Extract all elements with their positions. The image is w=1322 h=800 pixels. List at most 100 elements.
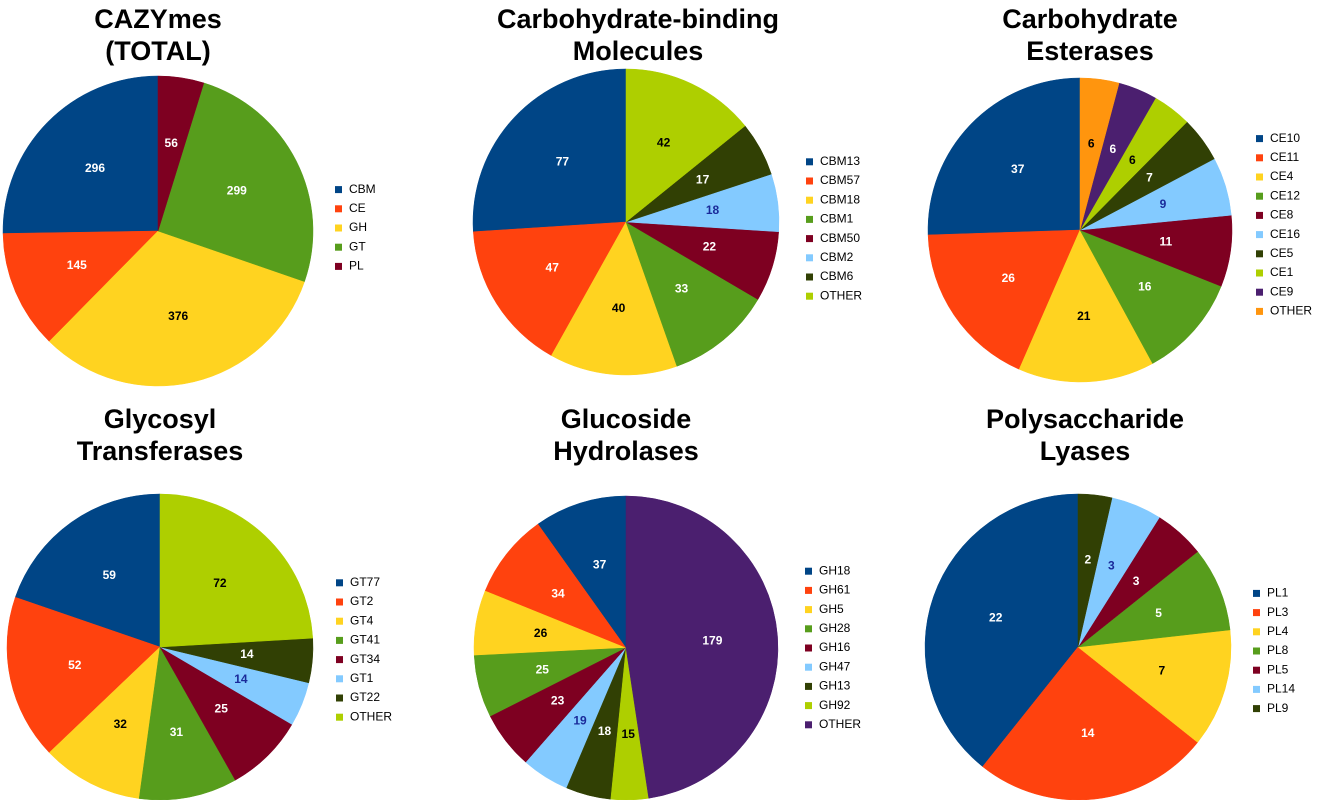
legend-swatch: [806, 177, 813, 185]
slice-value-label-gt: 299: [227, 183, 247, 197]
legend-label: GT22: [350, 690, 380, 704]
chart-title-line: Lyases: [1040, 436, 1131, 466]
legend-swatch: [1256, 288, 1263, 296]
slice-value-label-pl5: 3: [1133, 574, 1140, 588]
legend-item-gt41: GT41: [336, 633, 380, 647]
pie-slice-gh61: [484, 523, 627, 649]
legend-swatch: [1253, 666, 1260, 674]
pie-slice-other: [1079, 77, 1120, 231]
legend-item-gt2: GT2: [336, 594, 374, 608]
legend-item-ce11: CE11: [1256, 150, 1299, 164]
slice-value-label-ce12: 16: [1138, 280, 1152, 294]
legend-label: CBM18: [820, 192, 860, 206]
slice-value-label-pl9: 2: [1084, 552, 1091, 566]
legend: GT77 GT2 GT4 GT41 GT34 GT1 GT22 OTHER: [336, 575, 392, 723]
slice-value-label-ce4: 21: [1077, 309, 1091, 323]
legend-swatch: [1256, 250, 1263, 258]
legend-swatch: [335, 243, 342, 251]
legend-swatch: [336, 579, 343, 587]
slice-value-label-ce5: 7: [1146, 170, 1153, 184]
legend-label: CE9: [1270, 284, 1294, 298]
legend-item-ce: CE: [335, 201, 366, 215]
chart-title: Glucoside Hydrolases: [553, 404, 699, 466]
legend-item-ce1: CE1: [1256, 265, 1294, 279]
legend-item-gh47: GH47: [805, 659, 851, 673]
legend: CBM CE GH GT PL: [335, 182, 376, 273]
legend-item-ce5: CE5: [1256, 246, 1294, 260]
legend-swatch: [335, 205, 342, 213]
chart-title: Polysaccharide Lyases: [986, 404, 1184, 466]
legend-label: CE10: [1270, 131, 1300, 145]
slice-value-label-ce9: 6: [1110, 142, 1117, 156]
legend-item-ce9: CE9: [1256, 284, 1294, 298]
legend-label: PL4: [1267, 624, 1289, 638]
pie-chart-glycosyl-transferases: Glycosyl Transferases 59 52 32 31 25 14 14 72 GT77…: [6, 404, 392, 800]
pie-chart-cazymes-total: CAZYmes (TOTAL) 296 145 376 299 56 CBM CE GH GT PL: [2, 4, 376, 387]
chart-title-line: Carbohydrate: [1002, 4, 1178, 34]
pie-slice-gh: [48, 230, 305, 387]
legend-label: PL5: [1267, 662, 1289, 676]
legend-label: PL8: [1267, 643, 1289, 657]
legend-swatch: [1256, 307, 1263, 315]
legend-item-cbm57: CBM57: [806, 173, 860, 187]
slice-value-label-gh18: 37: [593, 558, 607, 572]
legend-item-cbm50: CBM50: [806, 231, 860, 245]
chart-panel-carbohydrate-esterases: Carbohydrate Esterases 37 26 21 16 11 9 7 6 6 6 CE10…: [880, 0, 1320, 400]
legend-item-pl4: PL4: [1253, 624, 1289, 638]
pie-slice-cbm1: [625, 221, 759, 367]
legend-swatch: [806, 158, 813, 166]
legend-item-gh18: GH18: [805, 563, 851, 577]
slice-value-label-gt4: 32: [114, 717, 128, 731]
legend-item-gt4: GT4: [336, 613, 374, 627]
slice-value-label-gt34: 25: [215, 701, 229, 715]
chart-title-line: Transferases: [77, 436, 244, 466]
legend-label: CE8: [1270, 208, 1294, 222]
legend-swatch: [1256, 135, 1263, 143]
legend-swatch: [336, 694, 343, 702]
pie-chart-carbohydrate-binding-molecules: Carbohydrate-binding Molecules 77 47 40 33 22 1…: [472, 4, 862, 376]
legend-label: GT2: [350, 594, 374, 608]
pie-value-labels: 296 145 376 299 56: [67, 136, 247, 323]
legend-item-gh16: GH16: [805, 640, 851, 654]
legend-label: CBM1: [820, 212, 854, 226]
slice-value-label-pl8: 5: [1155, 606, 1162, 620]
legend-label: GH18: [819, 563, 851, 577]
legend-swatch: [335, 186, 342, 194]
pie-slice-ce11: [927, 229, 1081, 370]
pie-slice-gt77: [14, 493, 161, 648]
legend: PL1 PL3 PL4 PL8 PL5 PL14 PL9: [1253, 586, 1295, 715]
legend-label: PL3: [1267, 605, 1289, 619]
slice-value-label-gh92: 15: [622, 727, 636, 741]
legend-item-pl: PL: [335, 259, 364, 273]
legend: CE10 CE11 CE4 CE12 CE8 CE16 CE5 CE1 CE9 OTHER: [1256, 131, 1312, 318]
legend-swatch: [335, 224, 342, 232]
slice-value-label-gt41: 31: [170, 725, 184, 739]
legend-item-pl14: PL14: [1253, 682, 1295, 696]
pie-slice-ce: [2, 230, 159, 342]
pie-slice-gt41: [138, 646, 236, 800]
legend-swatch: [1256, 211, 1263, 219]
slice-value-label-cbm2: 18: [706, 203, 720, 217]
legend-item-gh: GH: [335, 220, 367, 234]
legend-item-other: OTHER: [336, 709, 392, 723]
chart-title: Carbohydrate-binding Molecules: [497, 4, 779, 66]
slice-value-label-ce10: 37: [1011, 162, 1025, 176]
legend-item-other: OTHER: [806, 288, 862, 302]
pie-slice-pl9: [1077, 493, 1113, 648]
legend-swatch: [336, 713, 343, 721]
chart-title-line: Hydrolases: [553, 436, 699, 466]
legend-swatch: [1253, 705, 1260, 713]
legend-swatch: [806, 292, 813, 300]
chart-title-line: Carbohydrate-binding: [497, 4, 779, 34]
slice-value-label-cbm50: 22: [703, 240, 717, 254]
legend-swatch: [805, 721, 812, 729]
legend-label: OTHER: [820, 288, 862, 302]
legend-label: CE: [349, 201, 366, 215]
legend-label: OTHER: [350, 709, 392, 723]
pie-value-labels: 37 34 26 25 23 19 18 15 179: [534, 558, 723, 741]
chart-title-line: Glucoside: [561, 404, 692, 434]
chart-title-line: Esterases: [1026, 36, 1154, 66]
pie-slice-cbm13: [472, 68, 627, 233]
legend-swatch: [805, 682, 812, 690]
slice-value-label-gh5: 26: [534, 626, 548, 640]
